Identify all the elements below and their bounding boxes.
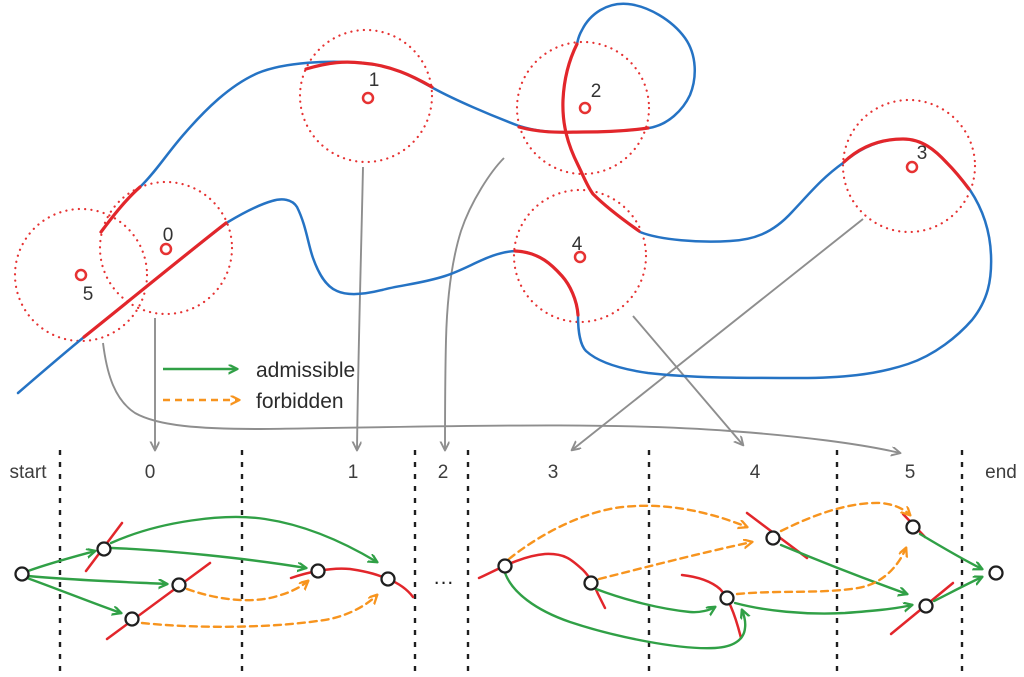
via-point-marker-0 bbox=[159, 242, 173, 256]
column-labels: start 0 1 2 3 4 5 end bbox=[10, 462, 1017, 483]
edge-c0top-c1a bbox=[110, 546, 306, 568]
trajectory-path bbox=[16, 2, 993, 395]
tangent-col3 bbox=[477, 552, 607, 610]
neighborhood-circle-0 bbox=[98, 180, 234, 316]
column-label-3: 3 bbox=[548, 462, 559, 483]
tangent-col4-bottom bbox=[680, 573, 743, 640]
via-label-4: 4 bbox=[572, 234, 583, 255]
via-point-markers bbox=[74, 91, 919, 282]
neighborhood-circle-3 bbox=[841, 98, 977, 234]
node-col5-top bbox=[905, 519, 921, 535]
edge-c4bottom-c5bottom bbox=[733, 603, 912, 615]
graph-ellipsis: ... bbox=[434, 566, 455, 589]
edge-start-c0bottom bbox=[25, 576, 121, 613]
via-label-1: 1 bbox=[369, 70, 380, 91]
highlight-via2-horizontal bbox=[517, 125, 650, 134]
highlight-via0-via5 bbox=[82, 221, 228, 339]
map-arrow-via3 bbox=[572, 218, 864, 450]
node-col4-bottom bbox=[719, 590, 735, 606]
via-label-5: 5 bbox=[83, 284, 94, 305]
edge-c0mid-c1a bbox=[185, 581, 308, 602]
highlight-via4 bbox=[513, 249, 580, 317]
column-label-start: start bbox=[10, 462, 48, 483]
legend-admissible-label: admissible bbox=[256, 359, 355, 382]
node-col5-bottom bbox=[918, 598, 934, 614]
neighborhood-circle-4 bbox=[512, 188, 648, 324]
node-col4-top bbox=[765, 530, 781, 546]
forbidden-edges bbox=[140, 501, 910, 628]
map-arrow-via1 bbox=[357, 166, 364, 450]
via-label-0: 0 bbox=[163, 225, 174, 246]
admissible-edges bbox=[25, 515, 982, 650]
column-label-2: 2 bbox=[438, 462, 449, 483]
map-arrow-via4 bbox=[632, 315, 743, 445]
via-point-marker-2 bbox=[578, 101, 592, 115]
edge-c3b-c4bottom bbox=[594, 587, 715, 612]
edge-c0top-c1b bbox=[109, 515, 377, 562]
via-label-2: 2 bbox=[591, 81, 602, 102]
legend-forbidden-label: forbidden bbox=[256, 390, 344, 413]
column-label-4: 4 bbox=[750, 462, 761, 483]
edge-start-c0mid bbox=[26, 574, 167, 584]
edge-start-c0top bbox=[26, 551, 95, 573]
highlight-via2-vertical bbox=[561, 42, 641, 233]
map-arrow-via2 bbox=[445, 157, 505, 450]
trajectory-highlights bbox=[82, 42, 971, 339]
node-col1-top bbox=[310, 563, 326, 579]
edge-c3a-c4bottom bbox=[503, 571, 745, 650]
via-point-marker-3 bbox=[905, 160, 919, 174]
column-label-1: 1 bbox=[348, 462, 359, 483]
edge-c4bottom-c5top bbox=[735, 548, 906, 596]
column-label-0: 0 bbox=[145, 462, 156, 483]
edge-c5top-end bbox=[918, 532, 982, 569]
edge-c3b-c4top bbox=[597, 542, 752, 581]
column-label-end: end bbox=[985, 462, 1017, 483]
edge-c0bottom-c1b bbox=[140, 595, 377, 628]
node-col0-top bbox=[96, 541, 112, 557]
edge-c3a-c4top bbox=[507, 504, 747, 561]
node-end bbox=[988, 565, 1004, 581]
via-label-3: 3 bbox=[917, 143, 928, 164]
node-col3-top bbox=[497, 558, 513, 574]
column-separators bbox=[58, 450, 964, 672]
via-point-marker-4 bbox=[573, 250, 587, 264]
node-col1-bottom bbox=[380, 571, 396, 587]
tangent-col1 bbox=[289, 567, 415, 599]
highlight-start-segment bbox=[99, 185, 142, 234]
graph-nodes bbox=[14, 519, 1004, 627]
mapping-arrows bbox=[102, 157, 900, 453]
neighborhood-circle-2 bbox=[515, 40, 651, 176]
highlight-via3 bbox=[842, 137, 971, 191]
node-start bbox=[14, 566, 30, 582]
edge-c4top-c5top bbox=[779, 501, 910, 533]
node-tangents bbox=[84, 511, 955, 641]
via-neighborhoods bbox=[13, 28, 977, 343]
map-arrow-via5 bbox=[102, 342, 900, 453]
via-point-labels: 0 1 2 3 4 5 bbox=[83, 70, 928, 305]
edge-c4top-c5bottom bbox=[779, 543, 907, 594]
node-col0-bottom bbox=[124, 611, 140, 627]
trajectory bbox=[16, 2, 993, 395]
via-point-marker-1 bbox=[361, 91, 375, 105]
via-point-marker-5 bbox=[74, 268, 88, 282]
tangent-col0-mid-bottom bbox=[105, 561, 212, 641]
legend: admissible forbidden bbox=[163, 359, 355, 413]
neighborhood-circle-5 bbox=[13, 207, 149, 343]
node-col3-bottom bbox=[583, 575, 599, 591]
node-col0-mid bbox=[171, 577, 187, 593]
highlight-via1 bbox=[304, 60, 434, 89]
column-label-5: 5 bbox=[905, 462, 916, 483]
neighborhood-circle-1 bbox=[298, 28, 434, 164]
edge-c5bottom-end bbox=[932, 577, 982, 603]
